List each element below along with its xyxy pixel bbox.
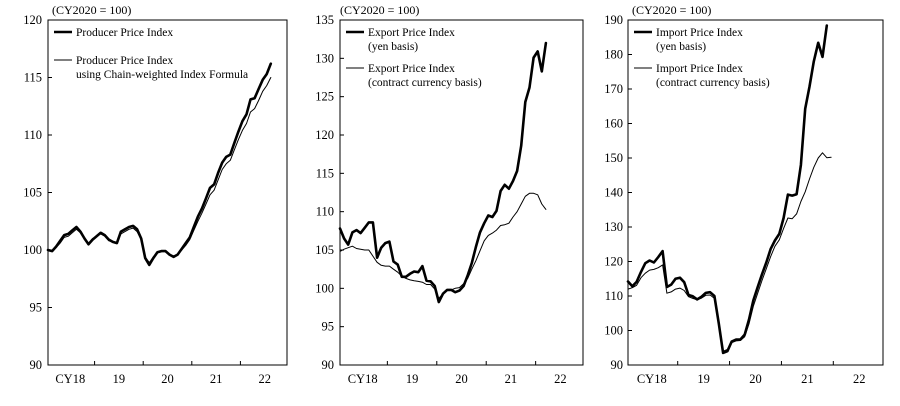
- y-tick-label: 115: [316, 166, 334, 180]
- y-tick-label: 95: [30, 301, 43, 315]
- x-tick-label: CY18: [637, 372, 667, 386]
- y-tick-label: 130: [604, 220, 623, 234]
- legend-entry: Import Price Index: [656, 27, 743, 39]
- y-tick-label: 135: [315, 13, 334, 27]
- y-tick-label: 90: [30, 358, 43, 372]
- legend-entry: Export Price Index: [368, 63, 455, 75]
- y-tick-label: 110: [316, 205, 334, 219]
- chart-svg: (CY2020 = 100) 90 95 100 105 110 115 120 125 130 1…: [315, 3, 584, 386]
- legend-entry: using Chain-weighted Index Formula: [76, 69, 248, 81]
- y-tick-label: 190: [604, 13, 623, 27]
- export-price-chart: (CY2020 = 100) 90 95 100 105 110 115 120 125 130 1…: [298, 0, 596, 406]
- y-tick-label: 120: [23, 13, 42, 27]
- y-tick-label: 100: [315, 281, 334, 295]
- y-tick-label: 140: [604, 186, 623, 200]
- y-tick-label: 150: [604, 151, 623, 165]
- y-tick-label: 180: [604, 48, 623, 62]
- y-tick-label: 100: [604, 324, 623, 338]
- x-tick-label: 19: [406, 372, 419, 386]
- x-tick-label: CY18: [348, 372, 378, 386]
- series-line-1: [626, 24, 829, 355]
- y-tick-label: 170: [604, 82, 623, 96]
- legend-entry: Producer Price Index: [76, 27, 173, 39]
- x-tick-label: 19: [697, 372, 710, 386]
- y-tick-label: 105: [23, 186, 42, 200]
- x-tick-label: 22: [554, 372, 567, 386]
- legend-entry: Producer Price Index: [76, 55, 173, 67]
- y-tick-label: 95: [322, 320, 335, 334]
- import-price-chart: (CY2020 = 100) 90 100 110 120 130 140 150 160 170…: [596, 0, 900, 406]
- chart-svg: (CY2020 = 100) 90 95 100 105 110 115 120 CY18 19 2…: [23, 3, 288, 386]
- series-line-2: [47, 77, 272, 264]
- legend-entry: (yen basis): [368, 41, 418, 53]
- y-tick-label: 160: [604, 117, 623, 131]
- x-tick-label: 21: [801, 372, 814, 386]
- y-tick-label: 130: [315, 51, 334, 65]
- y-tick-label: 110: [24, 128, 42, 142]
- series-line-2: [339, 192, 547, 299]
- x-tick-label: 20: [749, 372, 762, 386]
- x-tick-label: 20: [455, 372, 468, 386]
- x-tick-label: 21: [210, 372, 223, 386]
- x-tick-label: CY18: [55, 372, 85, 386]
- unit-label: (CY2020 = 100): [340, 3, 419, 17]
- x-tick-label: 21: [505, 372, 518, 386]
- y-tick-label: 90: [322, 358, 335, 372]
- legend-entry: (contract currency basis): [368, 77, 482, 89]
- chart-svg: (CY2020 = 100) 90 100 110 120 130 140 150 160 170…: [604, 3, 884, 386]
- legend-entry: Export Price Index: [368, 27, 455, 39]
- y-tick-label: 110: [605, 289, 623, 303]
- unit-label: (CY2020 = 100): [632, 3, 711, 17]
- producer-price-chart: (CY2020 = 100) 90 95 100 105 110 115 120 CY18 19 2…: [0, 0, 298, 406]
- x-tick-label: 19: [113, 372, 126, 386]
- y-tick-label: 120: [315, 128, 334, 142]
- y-tick-label: 115: [24, 71, 42, 85]
- legend-entry: Import Price Index: [656, 63, 743, 75]
- x-tick-label: 22: [258, 372, 271, 386]
- y-tick-label: 120: [604, 255, 623, 269]
- series-line-2: [627, 152, 832, 352]
- y-tick-label: 105: [315, 243, 334, 257]
- plot-frame: [339, 19, 584, 366]
- x-tick-label: 22: [853, 372, 866, 386]
- y-tick-label: 100: [23, 243, 42, 257]
- legend-entry: (yen basis): [656, 41, 706, 53]
- y-tick-label: 125: [315, 90, 334, 104]
- unit-label: (CY2020 = 100): [52, 3, 131, 17]
- x-tick-label: 20: [161, 372, 174, 386]
- y-tick-label: 90: [611, 358, 624, 372]
- legend-entry: (contract currency basis): [656, 77, 770, 89]
